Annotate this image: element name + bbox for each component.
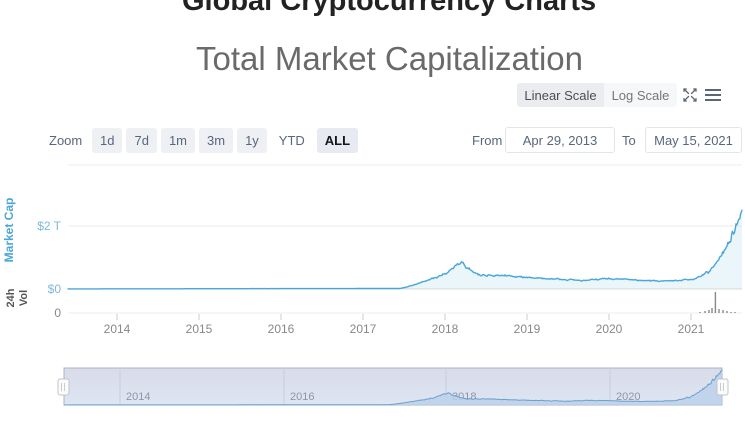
svg-text:2016: 2016 (290, 391, 314, 403)
svg-text:2014: 2014 (126, 391, 150, 403)
